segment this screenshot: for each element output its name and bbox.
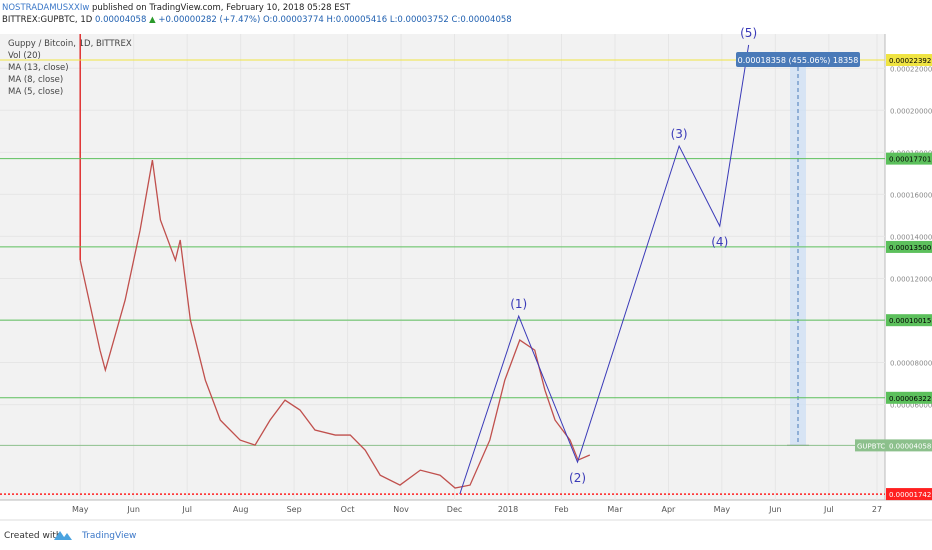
level-tag: [886, 152, 932, 165]
x-tick-label: Apr: [662, 505, 677, 514]
x-tick-label: Jun: [768, 505, 782, 514]
x-tick-label: Sep: [287, 505, 302, 514]
x-tick-label: Aug: [233, 505, 249, 514]
ohlc: O:0.00003774: [263, 15, 324, 25]
level-tag: [886, 240, 932, 253]
legend-entry: MA (5, close): [8, 87, 63, 97]
level-tag: [886, 439, 932, 452]
x-tick-label: May: [714, 505, 731, 514]
level-tag: [886, 488, 932, 501]
wave-label: (3): [671, 127, 688, 141]
y-tick-label: 0.00014000: [890, 233, 932, 241]
legend-entry: Vol (20): [8, 51, 41, 61]
x-tick-label: 27: [872, 505, 882, 514]
legend-entry: MA (13, close): [8, 63, 69, 73]
wave-label: (1): [510, 297, 527, 311]
ohlc: H:0.00005416: [326, 15, 388, 25]
footer-text: Created with: [4, 531, 62, 541]
level-label: 0.00010015: [889, 317, 931, 325]
y-tick-label: 0.00022000: [890, 65, 932, 73]
published: published on TradingView.com, February 1…: [91, 3, 351, 13]
level-label: 0.00017701: [889, 156, 931, 164]
symbol: BITTREX:GUPBTC, 1D: [2, 15, 93, 25]
level-tag: [886, 314, 932, 327]
author[interactable]: NOSTRADAMUSXXIw: [2, 3, 90, 13]
x-tick-label: May: [72, 505, 89, 514]
symbol-tag: [855, 439, 886, 452]
level-label: 0.00006322: [889, 395, 931, 403]
x-tick-label: Feb: [554, 505, 568, 514]
x-tick-label: Jul: [181, 505, 192, 514]
wave-label: (5): [740, 26, 757, 40]
y-tick-label: 0.00008000: [890, 360, 932, 368]
level-label: 0.00022392: [889, 57, 931, 65]
wave-label: (4): [711, 235, 728, 249]
legend-entry: Guppy / Bitcoin, 1D, BITTREX: [8, 39, 132, 49]
measure-label: 0.00018358 (455.06%) 18358: [738, 56, 859, 65]
x-tick-label: 2018: [498, 505, 518, 514]
wave-line: [459, 44, 750, 495]
y-tick-label: 0.00006000: [890, 402, 932, 410]
level-tag: [886, 391, 932, 404]
measure-tag: [736, 52, 860, 68]
footer-brand[interactable]: TradingView: [81, 531, 136, 541]
header: NOSTRADAMUSXXIw published on TradingView…: [2, 2, 512, 26]
x-tick-label: Oct: [341, 505, 355, 514]
price-line: [79, 160, 591, 489]
y-tick-label: 0.00020000: [890, 107, 932, 115]
symbol-label: GUPBTC: [857, 442, 885, 450]
arrow: ▲: [149, 15, 156, 25]
y-tick-label: 0.00016000: [890, 191, 932, 199]
ohlc: L:0.00003752: [389, 15, 449, 25]
level-label: 0.00004058: [889, 442, 931, 450]
change: +0.00000282 (+7.47%): [158, 15, 261, 25]
x-tick-label: Jun: [126, 505, 140, 514]
x-tick-label: Nov: [393, 505, 409, 514]
price-axis-bg: [885, 34, 932, 500]
y-tick-label: 0.00012000: [890, 275, 932, 283]
legend-entry: MA (8, close): [8, 75, 63, 85]
x-tick-label: Mar: [607, 505, 623, 514]
logo: [54, 531, 72, 540]
wave-label: (2): [569, 471, 586, 485]
last: 0.00004058: [95, 15, 147, 25]
level-tag: [886, 54, 932, 67]
ohlc: C:0.00004058: [451, 15, 512, 25]
level-label: 0.00013500: [889, 244, 931, 252]
level-label: 0.00001742: [889, 491, 931, 499]
x-tick-label: Dec: [447, 505, 462, 514]
x-tick-label: Jul: [823, 505, 834, 514]
